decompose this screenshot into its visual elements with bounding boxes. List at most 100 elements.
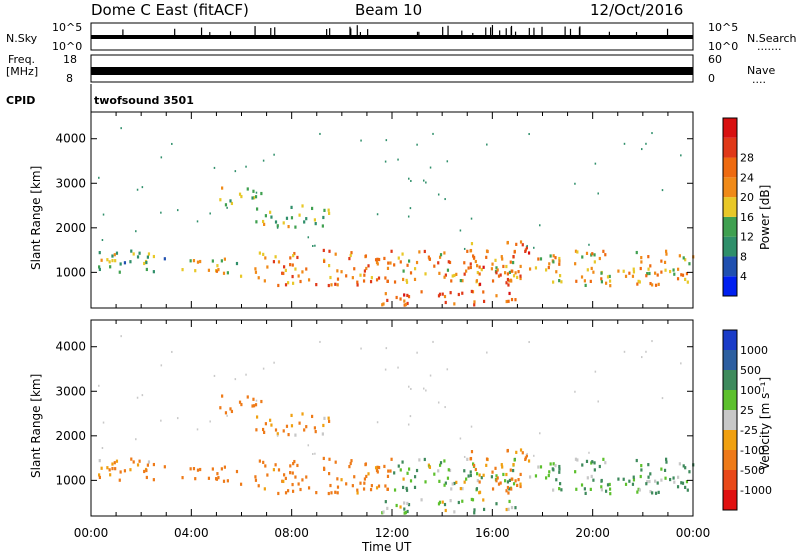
power-cell bbox=[463, 261, 466, 265]
colorbar-label: 8 bbox=[740, 250, 747, 263]
power-cell bbox=[221, 186, 224, 190]
velocity-cell bbox=[274, 428, 278, 432]
power-cell bbox=[130, 249, 133, 253]
velocity-cell bbox=[424, 480, 427, 484]
power-cell bbox=[482, 265, 485, 269]
velocity-cell bbox=[397, 366, 399, 369]
velocity-cell bbox=[294, 475, 297, 479]
power-cell bbox=[216, 264, 219, 268]
power-cell bbox=[457, 292, 460, 297]
power-cell bbox=[580, 275, 584, 279]
velocity-cell bbox=[376, 421, 379, 424]
power-cell bbox=[443, 294, 447, 299]
power-cell bbox=[382, 302, 385, 306]
velocity-cell bbox=[524, 457, 527, 462]
power-cell bbox=[323, 208, 326, 212]
y-tick-label: 1000 bbox=[55, 473, 86, 487]
velocity-cell bbox=[677, 475, 680, 479]
velocity-cell bbox=[585, 459, 589, 463]
velocity-cell bbox=[661, 397, 664, 400]
power-cell bbox=[490, 267, 494, 271]
power-cell bbox=[138, 251, 141, 255]
velocity-cell bbox=[152, 478, 155, 482]
velocity-cell bbox=[558, 482, 562, 486]
velocity-cell bbox=[293, 459, 296, 464]
cpid-value: twofsound 3501 bbox=[94, 94, 194, 107]
power-cell bbox=[98, 267, 101, 272]
power-cell bbox=[160, 156, 163, 159]
power-cell bbox=[507, 283, 510, 287]
velocity-cell bbox=[226, 414, 228, 417]
colorbar-label: -500 bbox=[740, 464, 765, 477]
velocity-cell bbox=[575, 487, 578, 491]
velocity-cell bbox=[406, 471, 409, 475]
velocity-cell bbox=[163, 465, 166, 469]
power-cell bbox=[617, 269, 620, 273]
velocity-cell bbox=[517, 478, 520, 482]
power-cell bbox=[574, 262, 577, 266]
velocity-panel: 1000 2000 3000 4000 Slant Range [km] bbox=[29, 319, 695, 517]
power-cell bbox=[677, 267, 680, 271]
power-cell bbox=[327, 211, 331, 215]
velocity-cell bbox=[635, 458, 638, 463]
velocity-cell bbox=[384, 484, 387, 488]
velocity-cell bbox=[106, 466, 109, 470]
power-cell bbox=[506, 241, 509, 245]
power-cell bbox=[415, 260, 419, 265]
velocity-cell bbox=[399, 505, 402, 509]
power-cell bbox=[451, 274, 454, 278]
power-cell bbox=[176, 209, 179, 212]
velocity-cell bbox=[365, 474, 368, 479]
power-cell bbox=[466, 249, 469, 253]
power-cell bbox=[495, 266, 498, 270]
velocity-cell bbox=[305, 475, 308, 479]
velocity-cell bbox=[494, 466, 497, 470]
velocity-cell bbox=[528, 341, 530, 344]
power-cell bbox=[494, 258, 497, 262]
velocity-cell bbox=[418, 458, 421, 462]
power-cell bbox=[664, 268, 667, 272]
velocity-cell bbox=[298, 421, 301, 425]
power-cell bbox=[294, 267, 297, 271]
freq-trace bbox=[91, 67, 693, 75]
velocity-cell bbox=[466, 457, 469, 461]
power-cell bbox=[255, 191, 258, 194]
y-tick-label: 1000 bbox=[55, 265, 86, 279]
power-cell bbox=[459, 229, 462, 232]
power-cell bbox=[507, 299, 510, 303]
velocity-cell bbox=[287, 433, 290, 437]
power-cell bbox=[554, 256, 557, 260]
velocity-cell bbox=[508, 478, 512, 483]
velocity-cell bbox=[453, 481, 456, 486]
velocity-cell bbox=[525, 454, 529, 458]
power-cell bbox=[506, 277, 510, 282]
velocity-cell bbox=[453, 510, 456, 514]
power-cell bbox=[439, 253, 443, 257]
velocity-cell bbox=[147, 460, 151, 464]
power-cell bbox=[606, 275, 610, 279]
velocity-cell bbox=[238, 400, 242, 404]
power-cell bbox=[678, 254, 681, 258]
colorbar-segment bbox=[723, 370, 737, 390]
power-cell bbox=[102, 213, 105, 216]
velocity-cell bbox=[286, 489, 290, 493]
power-cell bbox=[502, 264, 505, 269]
power-cell bbox=[277, 283, 280, 288]
power-cell bbox=[463, 272, 466, 276]
velocity-cell bbox=[485, 463, 488, 467]
power-cell bbox=[403, 299, 406, 303]
power-cell bbox=[314, 244, 316, 247]
power-cell bbox=[444, 300, 447, 305]
colorbar-segment bbox=[723, 256, 737, 277]
power-cell bbox=[576, 250, 579, 254]
velocity-cell bbox=[451, 482, 454, 486]
power-cell bbox=[390, 249, 393, 253]
colorbar-segment bbox=[723, 470, 737, 490]
velocity-cell bbox=[240, 402, 243, 407]
power-cell bbox=[323, 259, 326, 264]
power-cell bbox=[495, 294, 498, 298]
colorbar-label: 100 bbox=[740, 384, 761, 397]
power-cell bbox=[509, 260, 512, 264]
power-cell bbox=[680, 154, 682, 157]
power-cell bbox=[465, 269, 468, 273]
